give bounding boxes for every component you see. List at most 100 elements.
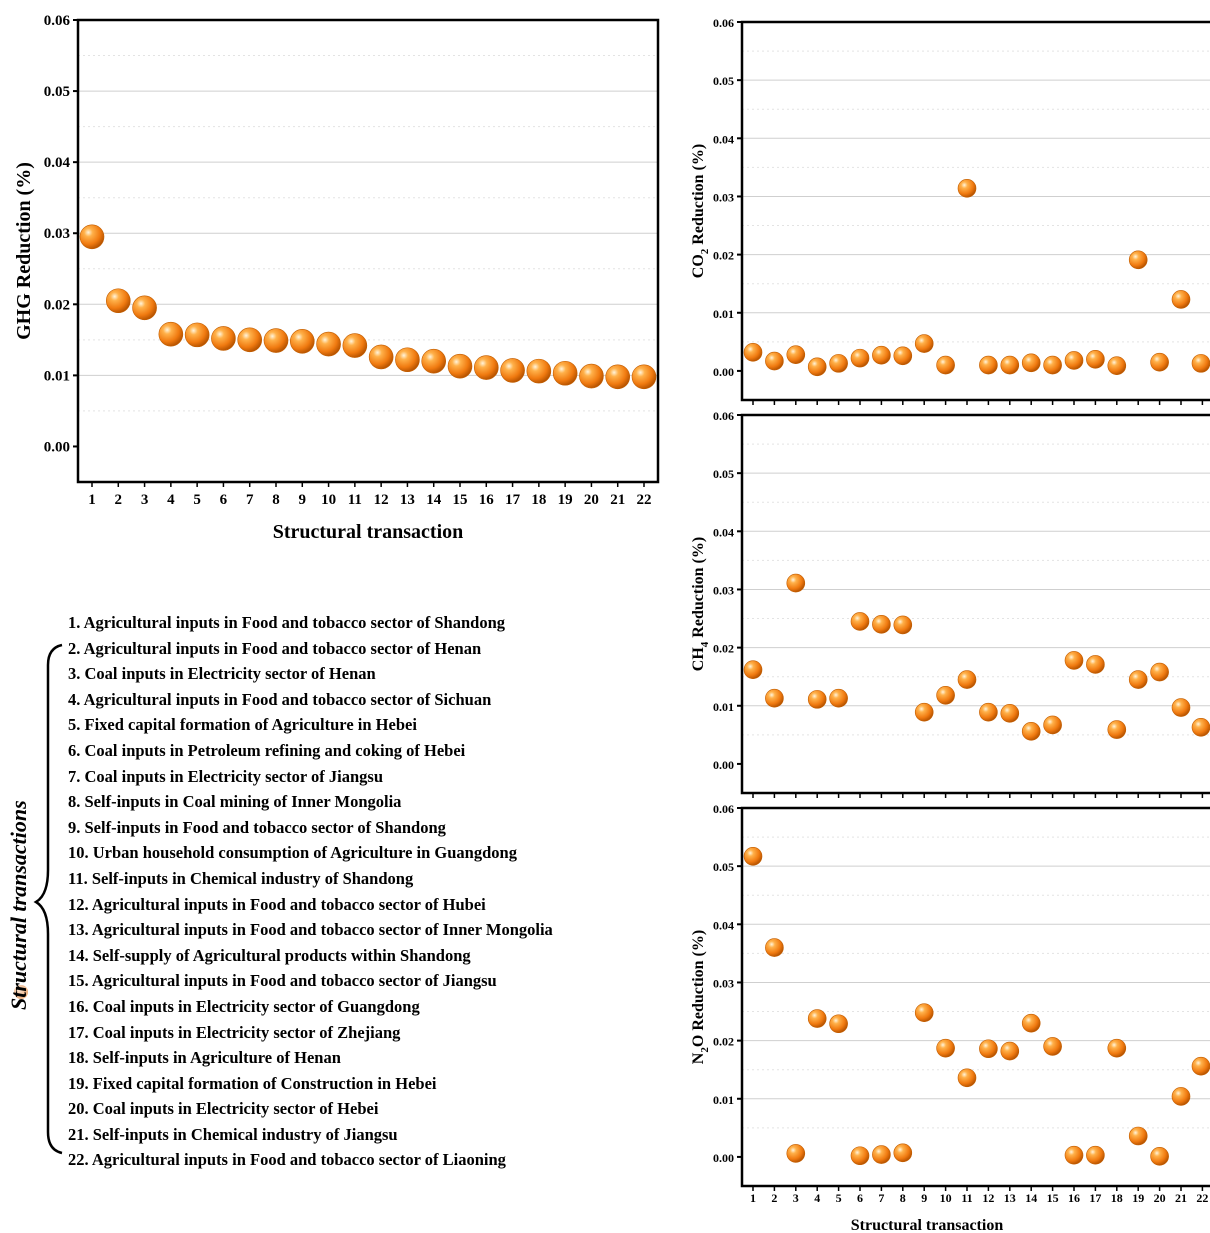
data-point: [936, 1038, 955, 1058]
legend-item: 21. Self-inputs in Chemical industry of …: [68, 1124, 398, 1144]
plot-frame: [740, 806, 1210, 1188]
x-tick-label: 12: [982, 1191, 994, 1205]
data-point: [1191, 354, 1210, 373]
data-point: [473, 355, 499, 380]
y-tick-label: 0.05: [713, 860, 734, 874]
data-point: [807, 1009, 827, 1028]
y-tick-label: 0.02: [44, 297, 70, 313]
y-tick-label: 0.05: [713, 74, 734, 88]
data-point: [893, 615, 913, 635]
data-point: [872, 1145, 891, 1164]
data-point: [1000, 1041, 1020, 1061]
y-tick-label: 0.04: [713, 132, 734, 146]
data-point: [631, 364, 657, 390]
data-point: [1064, 1145, 1084, 1165]
data-point: [786, 573, 806, 593]
y-axis-title: GHG Reduction (%): [13, 162, 35, 340]
data-point: [289, 328, 315, 354]
data-point: [1128, 670, 1148, 689]
x-tick-label: 18: [1111, 1191, 1123, 1205]
y-tick-label: 0.02: [713, 1035, 734, 1049]
data-point: [914, 1003, 934, 1023]
n2o-chart: 0.000.010.020.030.040.050.061 2 3 4 5 6 7 8 9 10 1…: [690, 802, 1210, 1233]
data-point: [1021, 722, 1041, 741]
x-tick-label: 11: [348, 492, 362, 508]
y-axis-title: N2O Reduction (%): [690, 930, 711, 1064]
data-point: [1043, 1037, 1062, 1056]
x-tick-label: 6: [220, 492, 228, 508]
y-tick-label: 0.01: [713, 700, 734, 714]
x-tick-label: 13: [400, 492, 415, 508]
x-tick-label: 4: [167, 492, 175, 508]
y-tick-label: 0.03: [713, 190, 734, 204]
data-point: [914, 334, 934, 353]
data-point: [872, 345, 891, 365]
y-tick-label: 0.04: [44, 155, 71, 171]
y-axis-title: CH4 Reduction (%): [690, 537, 711, 671]
x-tick-label: 9: [921, 1191, 927, 1205]
data-point: [765, 688, 784, 708]
plot-frame: [76, 18, 660, 484]
x-tick-label: 16: [479, 492, 495, 508]
data-point: [421, 348, 447, 374]
legend-item: 6. Coal inputs in Petroleum refining and…: [68, 740, 466, 760]
x-tick-label: 10: [321, 492, 336, 508]
y-tick-label: 0.06: [713, 409, 734, 423]
data-point: [1171, 698, 1191, 717]
data-point: [807, 357, 827, 377]
data-point: [893, 346, 913, 366]
data-point: [1043, 355, 1062, 375]
data-point: [1150, 662, 1169, 682]
data-point: [1000, 704, 1020, 723]
data-point: [850, 348, 870, 368]
data-point: [342, 333, 368, 358]
legend-item: 19. Fixed capital formation of Construct…: [68, 1073, 437, 1093]
brace-icon: [33, 643, 63, 1155]
x-tick-label: 21: [1175, 1191, 1187, 1205]
x-tick-label: 19: [558, 492, 573, 508]
legend-item: 11. Self-inputs in Chemical industry of …: [68, 868, 414, 888]
y-tick-label: 0.03: [713, 976, 734, 990]
legend-item: 18. Self-inputs in Agriculture of Henan: [68, 1048, 341, 1068]
data-point: [500, 358, 525, 383]
y-axis-title: CO2 Reduction (%): [690, 144, 711, 278]
data-point: [1191, 1056, 1210, 1076]
data-point: [605, 364, 631, 390]
ghg-chart: 0.000.010.020.030.040.050.061 2 3 4 5 6 7 8 9 10 1…: [13, 13, 660, 543]
legend-item: 13. Agricultural inputs in Food and toba…: [68, 920, 553, 940]
x-tick-label: 14: [426, 492, 442, 508]
y-tick-label: 0.00: [713, 365, 734, 379]
x-tick-label: 1: [88, 492, 96, 508]
y-tick-label: 0.02: [713, 642, 734, 656]
data-point: [1107, 720, 1127, 739]
plot-frame: [740, 20, 1210, 402]
x-tick-label: 5: [836, 1191, 842, 1205]
data-point: [105, 288, 131, 314]
y-tick-label: 0.03: [713, 583, 734, 597]
legend-item: 2. Agricultural inputs in Food and tobac…: [68, 638, 482, 658]
x-tick-label: 20: [584, 492, 599, 508]
x-tick-label: 7: [246, 492, 254, 508]
y-tick-label: 0.05: [713, 467, 734, 481]
data-point: [1171, 290, 1191, 309]
legend-item: 15. Agricultural inputs in Food and toba…: [68, 971, 497, 991]
legend-item: 3. Coal inputs in Electricity sector of …: [68, 664, 376, 684]
data-point: [786, 1144, 806, 1163]
y-axis-title-rest: Reduction (%): [690, 537, 707, 642]
y-axis-title-sub: 2: [699, 248, 711, 254]
data-point: [743, 660, 763, 680]
x-tick-label: 6: [857, 1191, 863, 1205]
legend-item: 8. Self-inputs in Coal mining of Inner M…: [68, 792, 402, 812]
data-point: [1064, 651, 1084, 670]
data-point: [786, 345, 806, 364]
x-tick-label: 8: [900, 1191, 906, 1205]
data-point: [979, 355, 998, 375]
data-point: [765, 938, 784, 957]
x-tick-label: 18: [531, 492, 546, 508]
legend-item: 14. Self-supply of Agricultural products…: [68, 945, 471, 965]
data-point: [237, 327, 263, 353]
data-point: [1128, 250, 1148, 270]
x-tick-label: 11: [961, 1191, 972, 1205]
legend-item: 1. Agricultural inputs in Food and tobac…: [68, 613, 506, 632]
legend-item: 9. Self-inputs in Food and tobacco secto…: [68, 817, 446, 837]
